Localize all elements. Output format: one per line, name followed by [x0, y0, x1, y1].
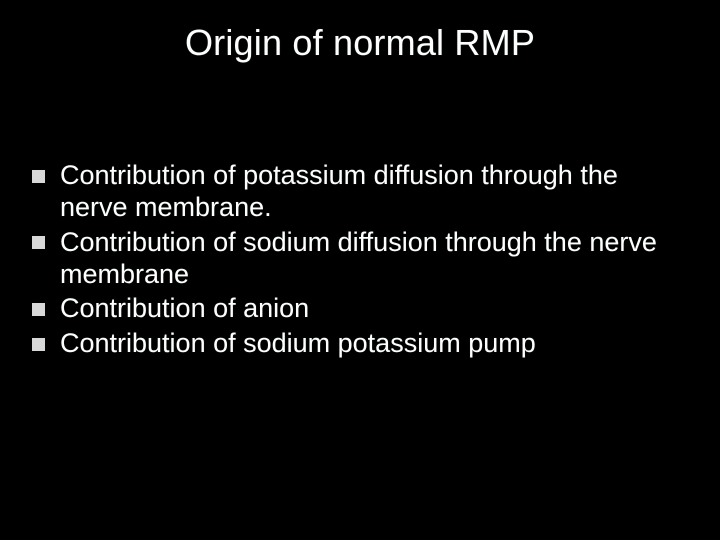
- bullet-text: Contribution of sodium diffusion through…: [60, 227, 657, 289]
- slide: Origin of normal RMP Contribution of pot…: [0, 0, 720, 540]
- square-bullet-icon: [32, 236, 45, 249]
- list-item: Contribution of sodium potassium pump: [32, 328, 688, 360]
- bullet-text: Contribution of sodium potassium pump: [60, 328, 536, 358]
- square-bullet-icon: [32, 338, 45, 351]
- square-bullet-icon: [32, 303, 45, 316]
- list-item: Contribution of sodium diffusion through…: [32, 227, 688, 291]
- list-item: Contribution of anion: [32, 293, 688, 325]
- square-bullet-icon: [32, 170, 45, 183]
- bullet-text: Contribution of potassium diffusion thro…: [60, 160, 618, 222]
- bullet-text: Contribution of anion: [60, 293, 309, 323]
- slide-title: Origin of normal RMP: [0, 0, 720, 64]
- bullet-list: Contribution of potassium diffusion thro…: [32, 160, 688, 363]
- list-item: Contribution of potassium diffusion thro…: [32, 160, 688, 224]
